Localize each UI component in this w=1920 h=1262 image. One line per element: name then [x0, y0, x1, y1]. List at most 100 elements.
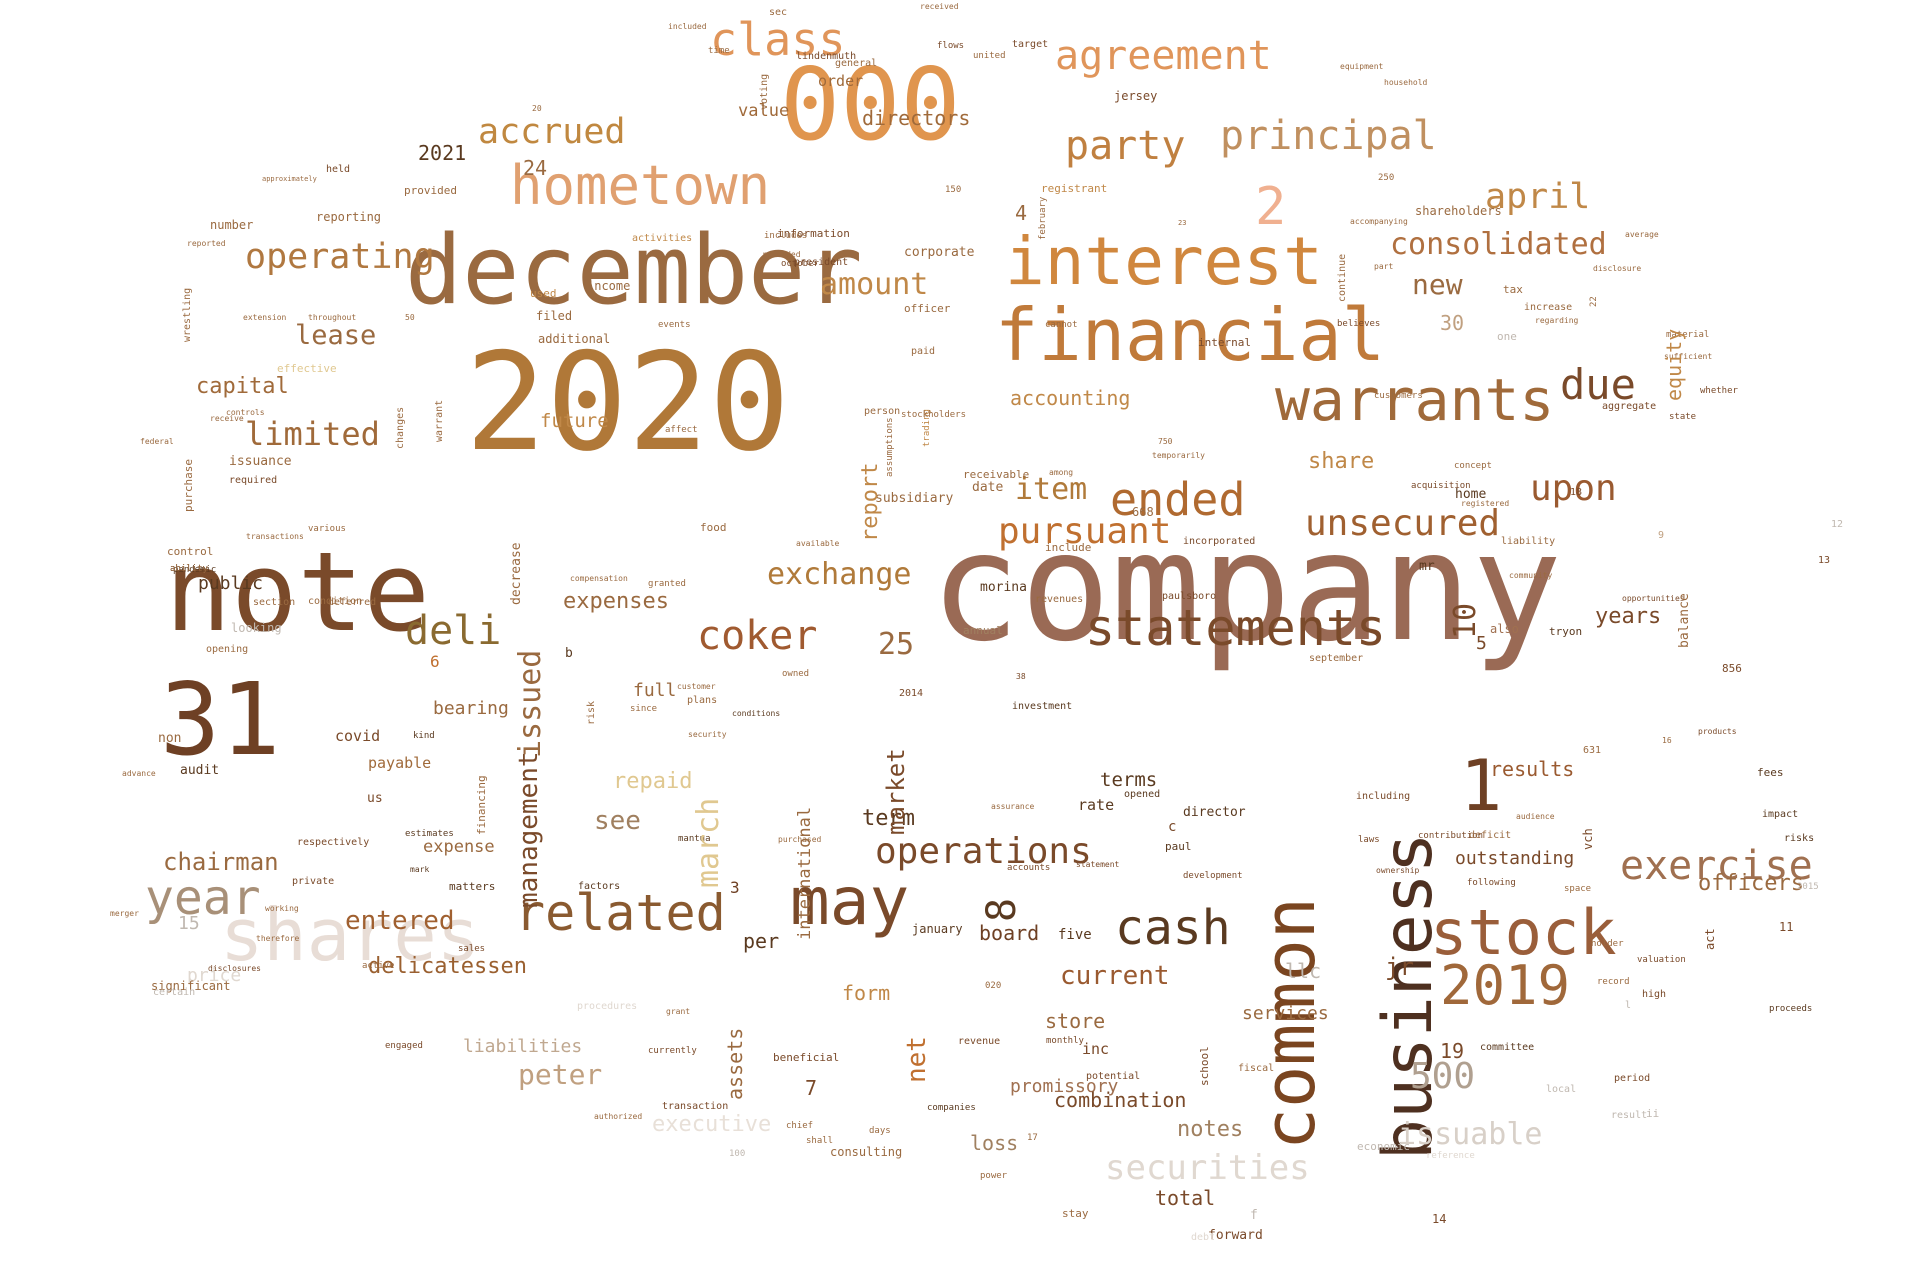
word-shares: shares [220, 892, 481, 977]
word-risks: risks [1784, 832, 1815, 844]
word-combination: combination [1054, 1088, 1187, 1112]
word-financial: financial [995, 292, 1386, 377]
word-flows: flows [937, 41, 965, 52]
word-full: full [633, 679, 677, 701]
word-purchased: purchased [778, 835, 822, 845]
word-ability: ability [170, 564, 208, 575]
word-security: security [688, 730, 727, 740]
word-jr: jr [1385, 952, 1414, 981]
word-included: included [668, 22, 707, 32]
word-president: president [794, 256, 849, 268]
word-operating: operating [245, 237, 435, 278]
word-school: school [1198, 1046, 1212, 1086]
word-ability: ability [170, 564, 208, 575]
word-disclosures: disclosures [208, 964, 261, 974]
word-affect: affect [665, 425, 698, 436]
word-transaction: transaction [662, 1100, 729, 1112]
word-executive: executive [652, 1112, 772, 1138]
word-customers: customers [1374, 391, 1423, 402]
word-state: state [1669, 412, 1697, 423]
word-result: result [1611, 1109, 1648, 1121]
word-average: average [1625, 230, 1659, 240]
word-ended: ended [1110, 472, 1246, 526]
word-holder: holder [1591, 939, 1624, 950]
word-various: various [308, 524, 346, 535]
word-limited: limited [245, 414, 380, 453]
word-10: 10 [1447, 602, 1483, 639]
word-february: february [1037, 196, 1048, 240]
word-subsidiary: subsidiary [875, 490, 954, 506]
word-since: since [630, 704, 658, 715]
word-working: working [265, 904, 299, 914]
word-total: total [1155, 1186, 1216, 1210]
word-lease: lease [295, 320, 377, 352]
word-disclosure: disclosure [1593, 264, 1642, 274]
word-notes: notes [1177, 1117, 1244, 1143]
word-cash: cash [1115, 900, 1231, 957]
word-products: products [1698, 727, 1737, 737]
word-shall: shall [806, 1136, 834, 1147]
word-receivable: receivable [963, 467, 1030, 481]
word-temporarily: temporarily [1152, 451, 1205, 461]
word-also: also [1490, 621, 1519, 636]
word-part: part [1374, 262, 1394, 272]
word-target: target [1012, 38, 1049, 50]
word-interest: interest [1005, 222, 1323, 300]
word-fees: fees [1757, 765, 1784, 779]
word-deferred: deferred [328, 596, 377, 608]
word-customer: customer [677, 682, 716, 692]
word-may: may [790, 862, 910, 940]
word-laws: laws [1358, 835, 1380, 846]
word-accounts: accounts [1007, 863, 1051, 874]
word-8: 8 [979, 897, 1025, 922]
word-750: 750 [1158, 437, 1173, 447]
word-stockholders: stockholders [901, 410, 967, 421]
word-october: october [781, 259, 819, 270]
word-provided: provided [404, 183, 457, 197]
word-terms: terms [1100, 768, 1158, 791]
word-tryon: tryon [1549, 624, 1583, 638]
word-cannot: cannot [1045, 320, 1078, 331]
word-one: one [1497, 329, 1517, 343]
word-whether: whether [1700, 386, 1738, 397]
word-due: due [1560, 360, 1636, 410]
word-following: following [1467, 878, 1516, 889]
word-entered: entered [345, 905, 455, 936]
word-coker: coker [697, 613, 818, 659]
word-stock: stock [1430, 896, 1617, 970]
word-securities: securities [1105, 1148, 1310, 1189]
word-currently: currently [648, 1046, 697, 1057]
word-covid: covid [335, 727, 381, 746]
word-plans: plans [687, 694, 718, 706]
word-paulsboro: paulsboro [1162, 590, 1217, 602]
word-jersey: jersey [1114, 88, 1158, 103]
word-home: home [1455, 486, 1487, 502]
word-store: store [1045, 1009, 1106, 1033]
word-controls: controls [226, 408, 265, 418]
word-registrant: registrant [1041, 181, 1108, 195]
word-unsecured: unsecured [1305, 503, 1501, 545]
word-50: 50 [405, 313, 415, 323]
word-services: services [1242, 1002, 1329, 1024]
word-loss: loss [970, 1131, 1019, 1155]
word-value: value [738, 100, 790, 121]
word-corporate: corporate [904, 244, 975, 260]
word-section: section [253, 596, 296, 608]
word-condition: condition [308, 595, 363, 607]
word-l: l [1625, 999, 1632, 1011]
word-record: record [1597, 977, 1630, 988]
word-transactions: transactions [246, 532, 304, 542]
word-public: public [198, 572, 264, 594]
word-management: management [514, 751, 545, 908]
word-30: 30 [1440, 311, 1465, 335]
word-2015: 2015 [1797, 882, 1819, 893]
word-director: director [1183, 804, 1246, 820]
word-expenses: expenses [563, 589, 669, 615]
word-party: party [1065, 123, 1186, 169]
word-term: term [862, 806, 915, 832]
word-compensation: compensation [570, 574, 628, 584]
word-grant: grant [666, 1007, 691, 1017]
word-respectively: respectively [297, 836, 370, 848]
word-see: see [594, 805, 641, 836]
word-mark: mark [410, 865, 430, 875]
